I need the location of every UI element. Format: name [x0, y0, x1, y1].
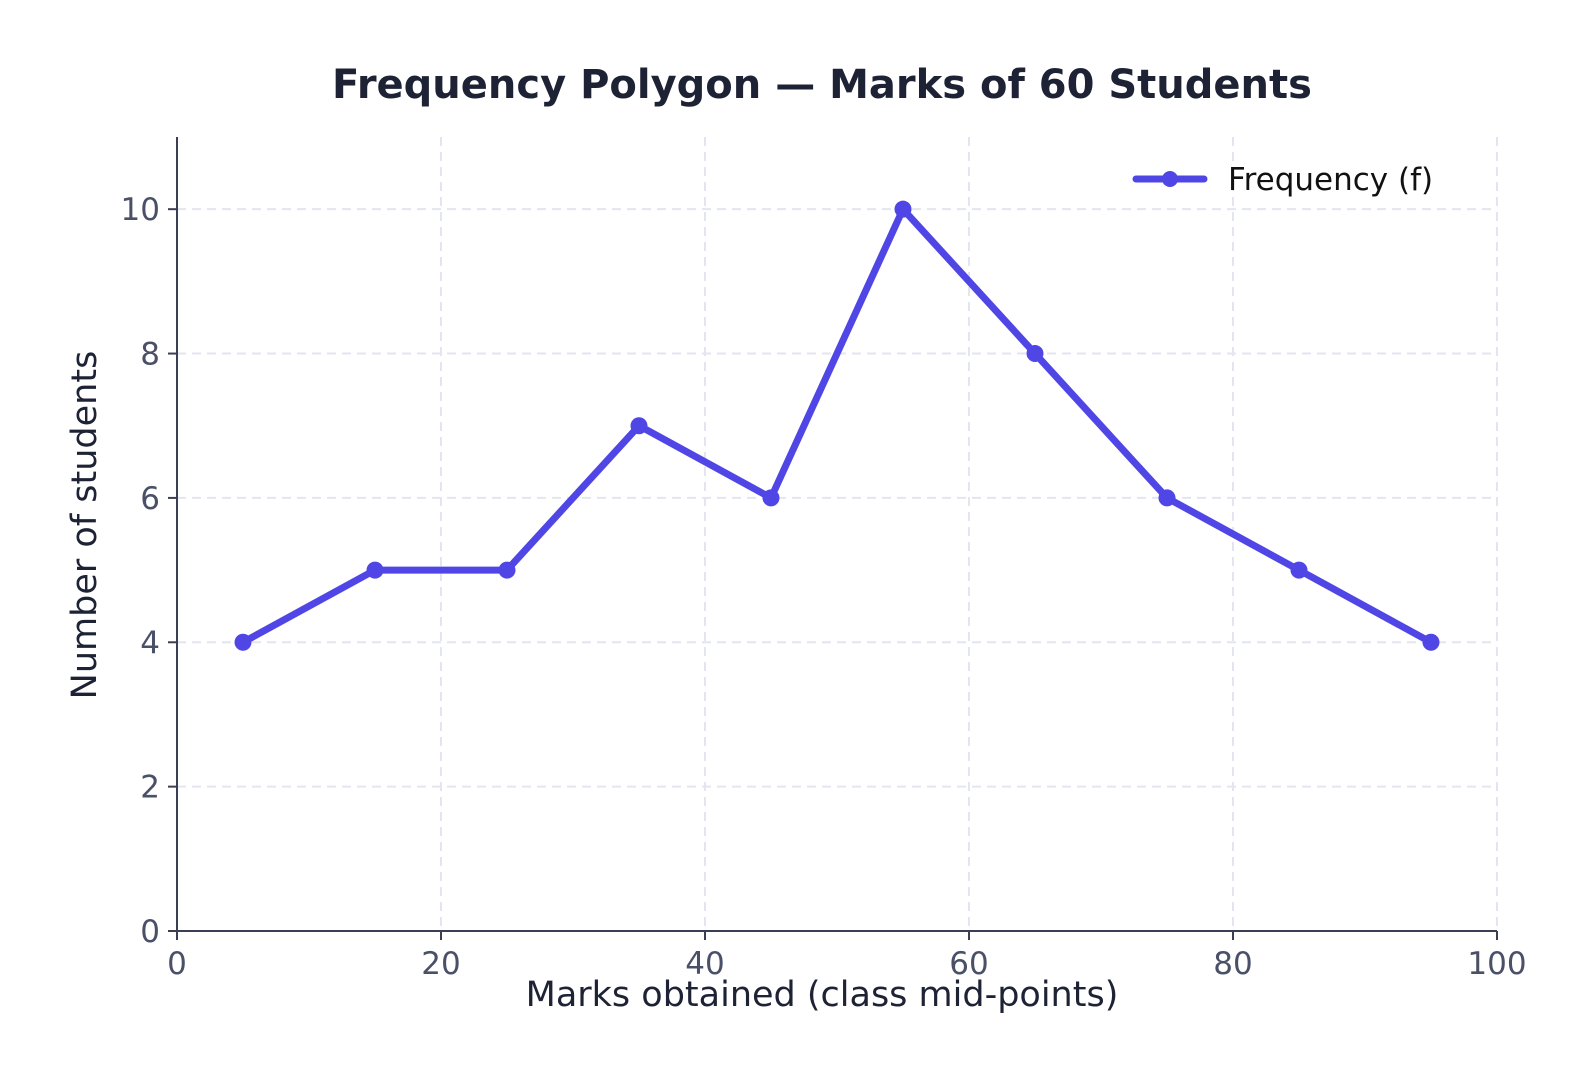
y-axis-label: Number of students — [65, 351, 105, 700]
data-point-1 — [366, 561, 384, 579]
x-tick-label-4: 80 — [1213, 946, 1252, 982]
x-tick-label-5: 100 — [1467, 946, 1526, 982]
x-tick-label-2: 40 — [685, 946, 724, 982]
legend-label: Frequency (f) — [1228, 162, 1433, 198]
y-tick-label-4: 8 — [140, 337, 160, 373]
y-tick-label-5: 10 — [121, 192, 160, 228]
data-point-4 — [762, 489, 780, 507]
axes — [176, 137, 1497, 932]
data-point-7 — [1158, 489, 1176, 507]
y-tick-label-3: 6 — [140, 481, 160, 517]
y-tick-label-2: 4 — [140, 625, 160, 661]
x-tick-label-1: 20 — [421, 946, 460, 982]
chart-title: Frequency Polygon — Marks of 60 Students — [332, 62, 1312, 108]
x-ticks: 0 20 40 60 80 100 — [167, 931, 1527, 982]
legend: Frequency (f) — [1132, 162, 1433, 198]
series-line-0 — [239, 205, 1435, 646]
y-tick-label-0: 0 — [140, 914, 160, 950]
data-point-5 — [894, 200, 912, 218]
x-tick-label-3: 60 — [949, 946, 988, 982]
y-ticks: 0 2 4 6 8 10 — [121, 192, 177, 950]
legend-point-marker — [1162, 171, 1178, 187]
data-point-6 — [1026, 345, 1044, 363]
data-point-8 — [1290, 561, 1308, 579]
data-point-2 — [498, 561, 516, 579]
data-point-0 — [234, 633, 252, 651]
x-axis-label: Marks obtained (class mid-points) — [526, 975, 1119, 1015]
data-point-9 — [1422, 633, 1440, 651]
y-tick-label-1: 2 — [140, 770, 160, 806]
grid-lines — [177, 137, 1498, 931]
series-layer — [234, 200, 1440, 651]
data-point-3 — [630, 417, 648, 435]
x-tick-label-0: 0 — [167, 946, 187, 982]
